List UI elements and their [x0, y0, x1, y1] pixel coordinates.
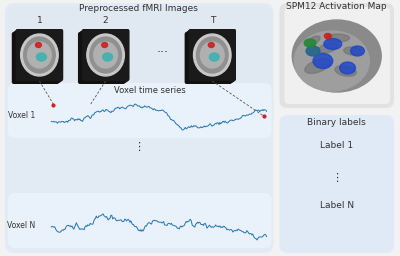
Ellipse shape: [196, 37, 228, 73]
FancyBboxPatch shape: [80, 31, 127, 83]
FancyBboxPatch shape: [81, 30, 128, 82]
Text: T: T: [210, 16, 215, 25]
Ellipse shape: [21, 34, 58, 76]
Ellipse shape: [326, 34, 350, 42]
FancyBboxPatch shape: [188, 30, 235, 82]
FancyBboxPatch shape: [5, 3, 274, 253]
FancyBboxPatch shape: [188, 29, 236, 81]
Ellipse shape: [350, 46, 364, 56]
Ellipse shape: [208, 42, 214, 48]
Text: Voxel N: Voxel N: [7, 221, 36, 230]
Text: ⋮: ⋮: [133, 142, 144, 152]
Ellipse shape: [335, 66, 356, 76]
FancyBboxPatch shape: [82, 29, 129, 81]
Ellipse shape: [90, 37, 122, 73]
FancyBboxPatch shape: [280, 3, 394, 108]
FancyBboxPatch shape: [284, 7, 390, 104]
Ellipse shape: [36, 42, 42, 48]
FancyBboxPatch shape: [8, 83, 272, 138]
Ellipse shape: [87, 34, 124, 76]
FancyBboxPatch shape: [82, 29, 129, 81]
Ellipse shape: [24, 37, 55, 73]
FancyBboxPatch shape: [8, 6, 272, 96]
Ellipse shape: [103, 53, 112, 61]
Ellipse shape: [292, 20, 381, 92]
FancyBboxPatch shape: [12, 32, 59, 84]
Ellipse shape: [209, 53, 219, 61]
Ellipse shape: [313, 54, 333, 69]
Text: ...: ...: [157, 42, 169, 56]
FancyBboxPatch shape: [16, 29, 63, 81]
Ellipse shape: [340, 62, 356, 74]
Text: 1: 1: [36, 16, 42, 25]
FancyBboxPatch shape: [13, 31, 61, 83]
Ellipse shape: [305, 59, 331, 73]
Ellipse shape: [36, 53, 46, 61]
FancyBboxPatch shape: [8, 193, 272, 248]
Ellipse shape: [306, 36, 320, 46]
Text: ⋮: ⋮: [331, 173, 342, 183]
Text: 2: 2: [103, 16, 108, 25]
Ellipse shape: [28, 42, 51, 68]
FancyBboxPatch shape: [188, 29, 236, 81]
Text: Label N: Label N: [320, 201, 354, 210]
Ellipse shape: [306, 46, 320, 56]
Text: Voxel time series: Voxel time series: [114, 86, 186, 95]
FancyBboxPatch shape: [185, 32, 232, 84]
Ellipse shape: [344, 47, 361, 55]
Text: Preprocessed fMRI Images: Preprocessed fMRI Images: [79, 4, 198, 13]
Text: SPM12 Activation Map: SPM12 Activation Map: [286, 2, 387, 11]
Ellipse shape: [102, 42, 108, 48]
Ellipse shape: [318, 43, 338, 53]
Ellipse shape: [324, 34, 331, 38]
Text: Label 1: Label 1: [320, 142, 353, 151]
FancyBboxPatch shape: [186, 31, 234, 83]
Ellipse shape: [304, 39, 316, 47]
Ellipse shape: [194, 34, 231, 76]
Text: Voxel 1: Voxel 1: [8, 112, 36, 121]
FancyBboxPatch shape: [280, 115, 394, 253]
FancyBboxPatch shape: [78, 32, 125, 84]
Ellipse shape: [200, 42, 224, 68]
FancyBboxPatch shape: [16, 29, 63, 81]
Ellipse shape: [94, 42, 118, 68]
FancyBboxPatch shape: [15, 30, 62, 82]
Ellipse shape: [294, 31, 369, 91]
Text: Binary labels: Binary labels: [307, 118, 366, 127]
Ellipse shape: [324, 38, 342, 49]
